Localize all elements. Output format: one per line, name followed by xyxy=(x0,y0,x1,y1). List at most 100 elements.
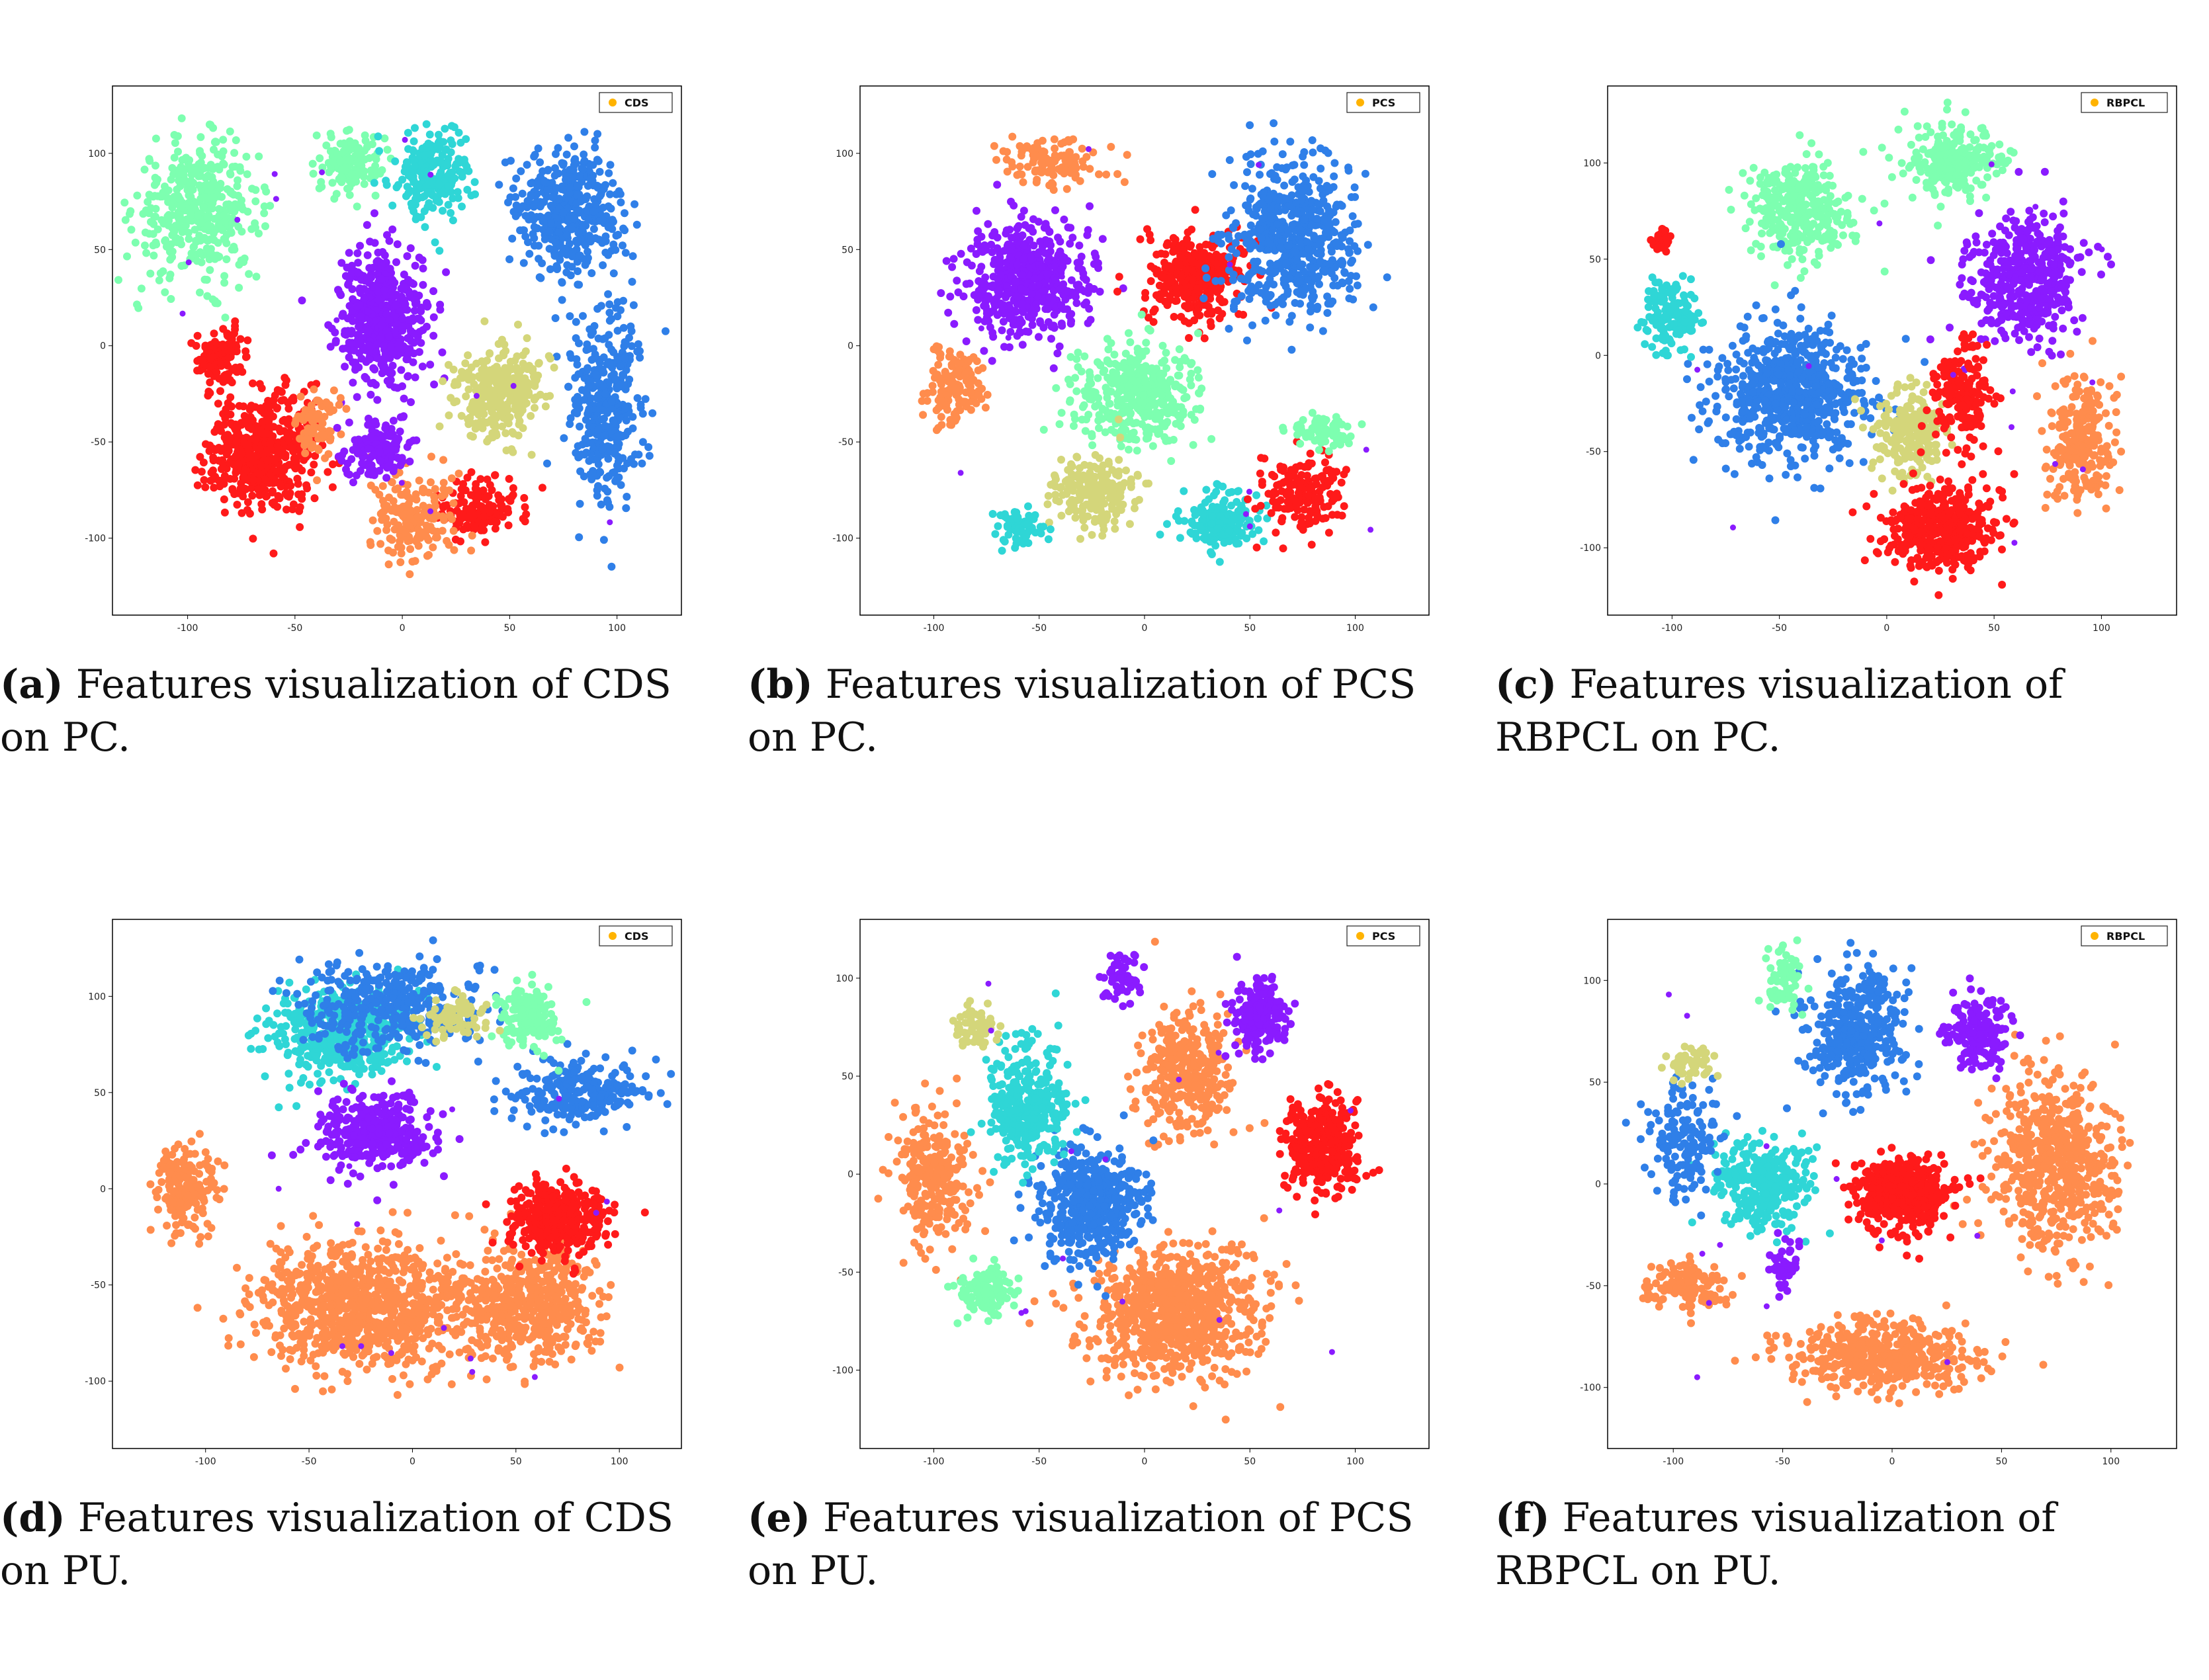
point xyxy=(249,380,257,388)
x-tick-label: 0 xyxy=(400,623,406,634)
point xyxy=(349,295,357,303)
point xyxy=(247,454,255,462)
point xyxy=(357,168,365,176)
point xyxy=(1349,296,1357,304)
point xyxy=(580,396,588,404)
point xyxy=(1036,237,1044,245)
point xyxy=(591,144,599,151)
point xyxy=(555,194,563,202)
point xyxy=(415,315,423,323)
point xyxy=(621,209,628,217)
point xyxy=(1043,239,1051,247)
point xyxy=(1352,273,1360,280)
point xyxy=(302,482,310,489)
point xyxy=(984,220,992,228)
point xyxy=(1246,121,1254,129)
point xyxy=(249,416,257,424)
point xyxy=(424,536,432,544)
point xyxy=(540,177,548,185)
point xyxy=(224,399,232,407)
point xyxy=(1150,265,1158,273)
point xyxy=(210,195,218,203)
point xyxy=(374,296,382,304)
point xyxy=(614,453,622,461)
point xyxy=(336,157,344,165)
point xyxy=(133,192,141,200)
point xyxy=(158,192,166,200)
point xyxy=(326,408,334,416)
point xyxy=(601,249,609,257)
point xyxy=(259,418,267,426)
point xyxy=(1162,250,1170,258)
point xyxy=(572,334,580,342)
point xyxy=(599,406,607,414)
point xyxy=(310,427,318,435)
point xyxy=(455,155,462,163)
point xyxy=(662,327,670,335)
point xyxy=(1349,212,1357,220)
point xyxy=(171,228,179,235)
point xyxy=(146,190,153,198)
point xyxy=(411,374,419,382)
point xyxy=(220,444,228,452)
point xyxy=(367,482,375,489)
point xyxy=(391,157,399,165)
y-tick-label: 0 xyxy=(100,341,106,352)
point xyxy=(439,207,447,215)
point xyxy=(387,343,395,351)
point xyxy=(1183,235,1191,243)
point xyxy=(1362,170,1369,178)
point xyxy=(582,386,589,394)
point xyxy=(152,174,159,182)
point xyxy=(439,527,447,535)
point xyxy=(357,467,365,475)
point xyxy=(214,399,222,407)
point xyxy=(1000,343,1008,351)
point xyxy=(403,488,411,496)
point xyxy=(1172,283,1180,291)
point xyxy=(219,136,227,144)
point xyxy=(396,427,404,435)
point xyxy=(150,251,157,259)
point xyxy=(981,317,989,325)
point xyxy=(472,360,480,368)
point xyxy=(634,450,642,458)
point xyxy=(314,411,322,419)
point xyxy=(519,190,527,198)
point xyxy=(385,333,393,341)
point xyxy=(430,161,438,169)
point xyxy=(426,177,434,185)
point xyxy=(141,241,149,249)
point xyxy=(370,209,378,217)
point xyxy=(519,424,527,432)
point xyxy=(375,147,383,155)
point xyxy=(604,290,612,298)
point xyxy=(204,222,212,230)
point xyxy=(292,464,300,472)
point xyxy=(953,276,961,284)
point xyxy=(574,237,582,245)
point xyxy=(423,120,431,128)
point xyxy=(505,376,513,384)
point xyxy=(1283,290,1291,298)
point xyxy=(338,173,346,181)
point xyxy=(1018,284,1025,292)
point xyxy=(1323,309,1331,317)
point xyxy=(420,486,428,494)
point xyxy=(222,314,230,321)
point xyxy=(425,140,433,147)
point xyxy=(1047,335,1055,343)
point xyxy=(1247,150,1255,158)
point xyxy=(402,192,410,200)
point xyxy=(1082,276,1090,284)
point xyxy=(309,160,317,168)
point xyxy=(1028,290,1036,298)
point xyxy=(244,498,252,506)
point xyxy=(376,457,384,465)
point xyxy=(993,244,1001,252)
point xyxy=(1025,236,1033,244)
point xyxy=(435,247,443,255)
point xyxy=(1042,221,1050,229)
x-tick-label: -50 xyxy=(287,623,302,634)
point xyxy=(165,274,173,282)
